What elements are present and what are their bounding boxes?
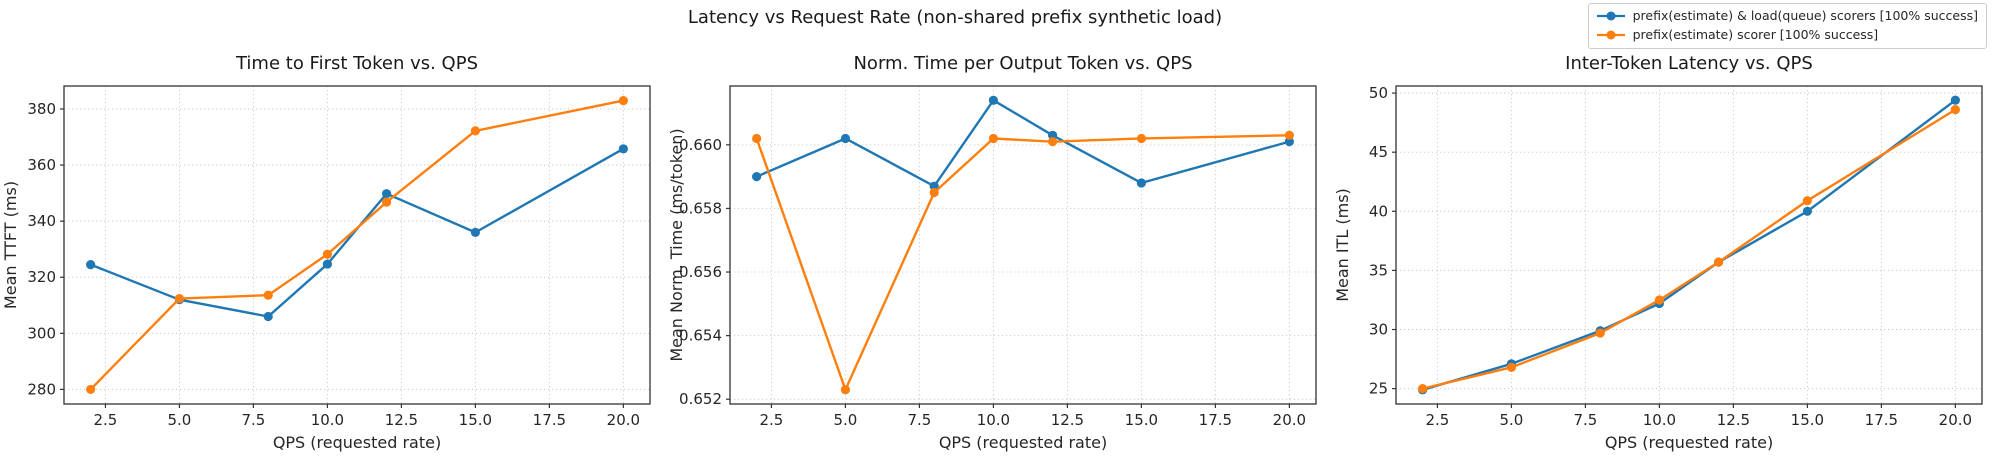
svg-text:50: 50 bbox=[1369, 84, 1388, 102]
svg-text:Mean TTFT (ms): Mean TTFT (ms) bbox=[1, 181, 20, 309]
svg-text:25: 25 bbox=[1369, 380, 1388, 398]
svg-text:10.0: 10.0 bbox=[977, 411, 1010, 429]
svg-text:35: 35 bbox=[1369, 261, 1388, 279]
svg-text:2.5: 2.5 bbox=[1426, 411, 1450, 429]
svg-text:15.0: 15.0 bbox=[459, 411, 492, 429]
svg-text:20.0: 20.0 bbox=[1939, 411, 1972, 429]
legend-label: prefix(estimate) & load(queue) scorers [… bbox=[1632, 8, 1978, 23]
chart-title-itl: Inter-Token Latency vs. QPS bbox=[1565, 53, 1813, 74]
svg-text:5.0: 5.0 bbox=[1499, 411, 1523, 429]
legend: prefix(estimate) & load(queue) scorers [… bbox=[1587, 3, 1987, 49]
svg-text:300: 300 bbox=[27, 324, 56, 342]
svg-text:2.5: 2.5 bbox=[760, 411, 784, 429]
legend-item-blue-series: prefix(estimate) & load(queue) scorers [… bbox=[1595, 7, 1978, 25]
svg-text:7.5: 7.5 bbox=[907, 411, 931, 429]
svg-text:10.0: 10.0 bbox=[311, 411, 344, 429]
svg-text:10.0: 10.0 bbox=[1643, 411, 1676, 429]
legend-label: prefix(estimate) scorer [100% success] bbox=[1632, 27, 1879, 42]
svg-text:12.5: 12.5 bbox=[385, 411, 418, 429]
svg-text:2.5: 2.5 bbox=[94, 411, 118, 429]
svg-text:17.5: 17.5 bbox=[533, 411, 566, 429]
svg-text:17.5: 17.5 bbox=[1199, 411, 1232, 429]
panel-norm-time: Norm. Time per Output Token vs. QPS 2.5 5… bbox=[666, 50, 1332, 456]
charts-row: Time to First Token vs. QPS 2.5 5.0 7.5 10.… bbox=[0, 50, 1999, 456]
svg-text:12.5: 12.5 bbox=[1051, 411, 1084, 429]
svg-text:40: 40 bbox=[1369, 202, 1388, 220]
line-dot-marker-icon bbox=[1596, 11, 1625, 21]
svg-text:5.0: 5.0 bbox=[167, 411, 191, 429]
svg-text:380: 380 bbox=[27, 100, 56, 118]
svg-text:7.5: 7.5 bbox=[1573, 411, 1597, 429]
panel-ttft: Time to First Token vs. QPS 2.5 5.0 7.5 10.… bbox=[0, 50, 666, 456]
svg-text:0.660: 0.660 bbox=[679, 136, 722, 154]
svg-text:7.5: 7.5 bbox=[241, 411, 265, 429]
chart-norm-time-vs-qps: 2.5 5.0 7.5 10.0 12.5 15.0 17.5 20.0 0.652 0.654 0… bbox=[667, 85, 1317, 452]
svg-text:0.656: 0.656 bbox=[679, 263, 722, 281]
svg-text:45: 45 bbox=[1369, 143, 1388, 161]
svg-text:30: 30 bbox=[1369, 321, 1388, 339]
chart-title-norm-time: Norm. Time per Output Token vs. QPS bbox=[853, 53, 1193, 74]
figure-title: Latency vs Request Rate (non-shared pref… bbox=[687, 7, 1223, 28]
svg-text:12.5: 12.5 bbox=[1717, 411, 1750, 429]
svg-text:340: 340 bbox=[27, 212, 56, 230]
svg-text:360: 360 bbox=[27, 156, 56, 174]
chart-itl-vs-qps: 2.5 5.0 7.5 10.0 12.5 15.0 17.5 20.0 25 30 35 40 45 5… bbox=[1333, 84, 1983, 452]
svg-text:320: 320 bbox=[27, 268, 56, 286]
chart-ttft-vs-qps: 2.5 5.0 7.5 10.0 12.5 15.0 17.5 20.0 280 300 320 34… bbox=[1, 85, 651, 452]
svg-text:17.5: 17.5 bbox=[1865, 411, 1898, 429]
svg-text:Mean Norm. Time (ms/token): Mean Norm. Time (ms/token) bbox=[667, 128, 686, 361]
svg-text:Mean ITL (ms): Mean ITL (ms) bbox=[1333, 188, 1352, 302]
svg-text:QPS (requested rate): QPS (requested rate) bbox=[273, 433, 441, 452]
svg-text:15.0: 15.0 bbox=[1791, 411, 1824, 429]
svg-text:15.0: 15.0 bbox=[1125, 411, 1158, 429]
svg-text:20.0: 20.0 bbox=[607, 411, 640, 429]
svg-text:0.654: 0.654 bbox=[679, 327, 722, 345]
svg-text:280: 280 bbox=[27, 380, 56, 398]
svg-text:0.652: 0.652 bbox=[679, 390, 722, 408]
svg-text:5.0: 5.0 bbox=[833, 411, 857, 429]
chart-title-ttft: Time to First Token vs. QPS bbox=[235, 53, 479, 74]
legend-item-orange-series: prefix(estimate) scorer [100% success] bbox=[1595, 26, 1978, 44]
svg-text:20.0: 20.0 bbox=[1273, 411, 1306, 429]
line-dot-marker-icon bbox=[1596, 30, 1625, 40]
svg-text:QPS (requested rate): QPS (requested rate) bbox=[1605, 433, 1773, 452]
svg-text:QPS (requested rate): QPS (requested rate) bbox=[939, 433, 1107, 452]
panel-itl: Inter-Token Latency vs. QPS 2.5 5.0 7.5 10.… bbox=[1332, 50, 1998, 456]
svg-text:0.658: 0.658 bbox=[679, 199, 722, 217]
